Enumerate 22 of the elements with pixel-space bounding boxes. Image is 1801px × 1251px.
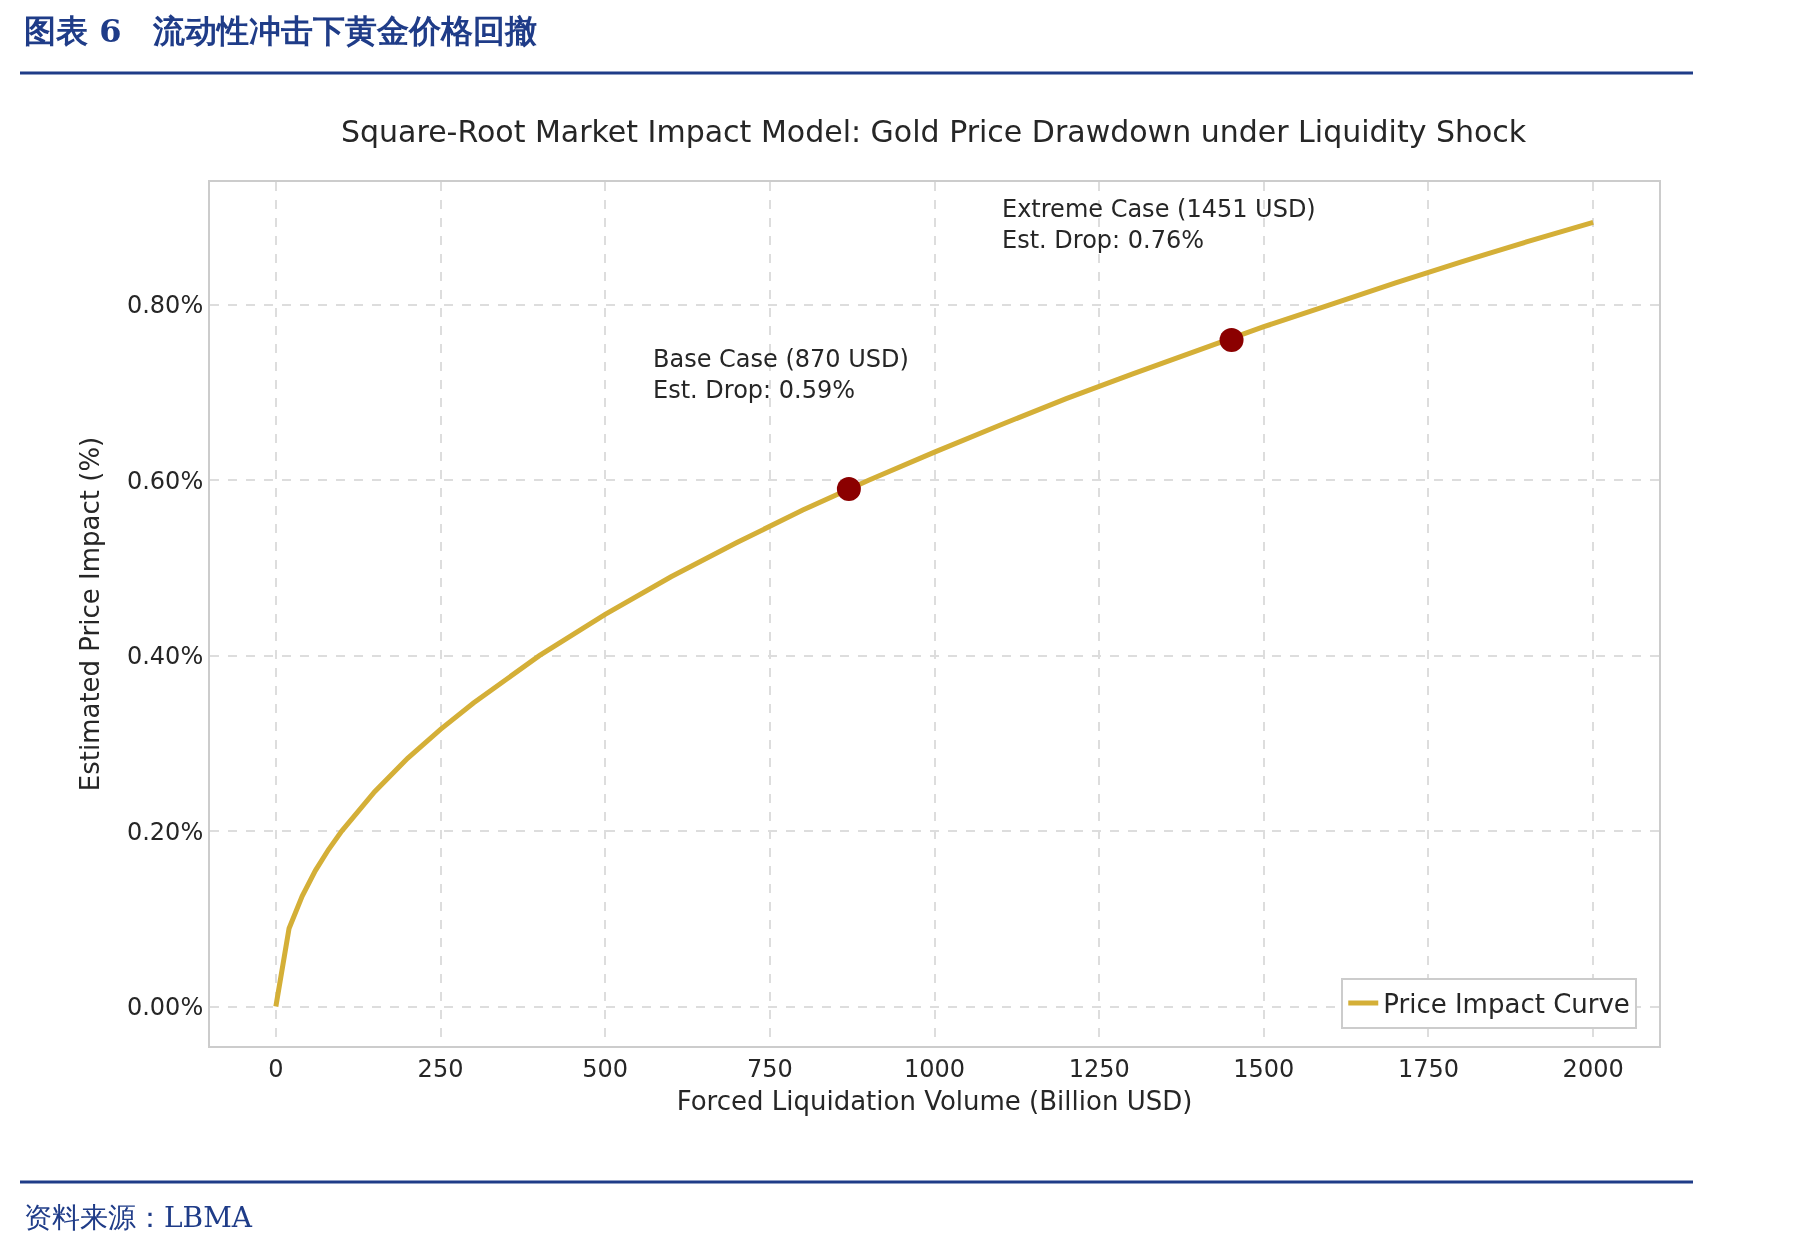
x-tick-label: 1250 bbox=[1068, 1054, 1130, 1083]
x-axis-title: Forced Liquidation Volume (Billion USD) bbox=[676, 1086, 1193, 1116]
y-tick-label: 0.60% bbox=[126, 466, 204, 495]
y-tick-label: 0.20% bbox=[126, 817, 204, 846]
chart-subtitle: Square-Root Market Impact Model: Gold Price Drawdown under Liquidity Shock bbox=[341, 114, 1527, 149]
annotation: Extreme Case (1451 USD) Est. Drop: 0.76% bbox=[1002, 195, 1316, 255]
y-tick-label: 0.80% bbox=[126, 291, 204, 320]
legend-label: Price Impact Curve bbox=[1383, 989, 1630, 1020]
x-tick-label: 0 bbox=[268, 1054, 284, 1083]
x-tick-label: 2000 bbox=[1562, 1054, 1624, 1083]
x-tick-label: 500 bbox=[582, 1054, 629, 1083]
y-tick-label: 0.00% bbox=[126, 992, 204, 1021]
x-tick-label: 1000 bbox=[903, 1054, 966, 1083]
chart-title: 图表 6 流动性冲击下黄金价格回撤 bbox=[24, 12, 538, 50]
x-tick-label: 1750 bbox=[1397, 1054, 1460, 1083]
y-tick-label: 0.40% bbox=[126, 642, 204, 671]
x-tick-label: 250 bbox=[417, 1054, 464, 1083]
text: 资料来源：LBMA bbox=[24, 1201, 253, 1234]
y-axis-title: Estimated Price Impact (%) bbox=[74, 436, 105, 792]
x-tick-label: 1500 bbox=[1233, 1054, 1295, 1083]
annotation: Base Case (870 USD) Est. Drop: 0.59% bbox=[653, 345, 909, 405]
x-tick-label: 750 bbox=[746, 1054, 793, 1083]
